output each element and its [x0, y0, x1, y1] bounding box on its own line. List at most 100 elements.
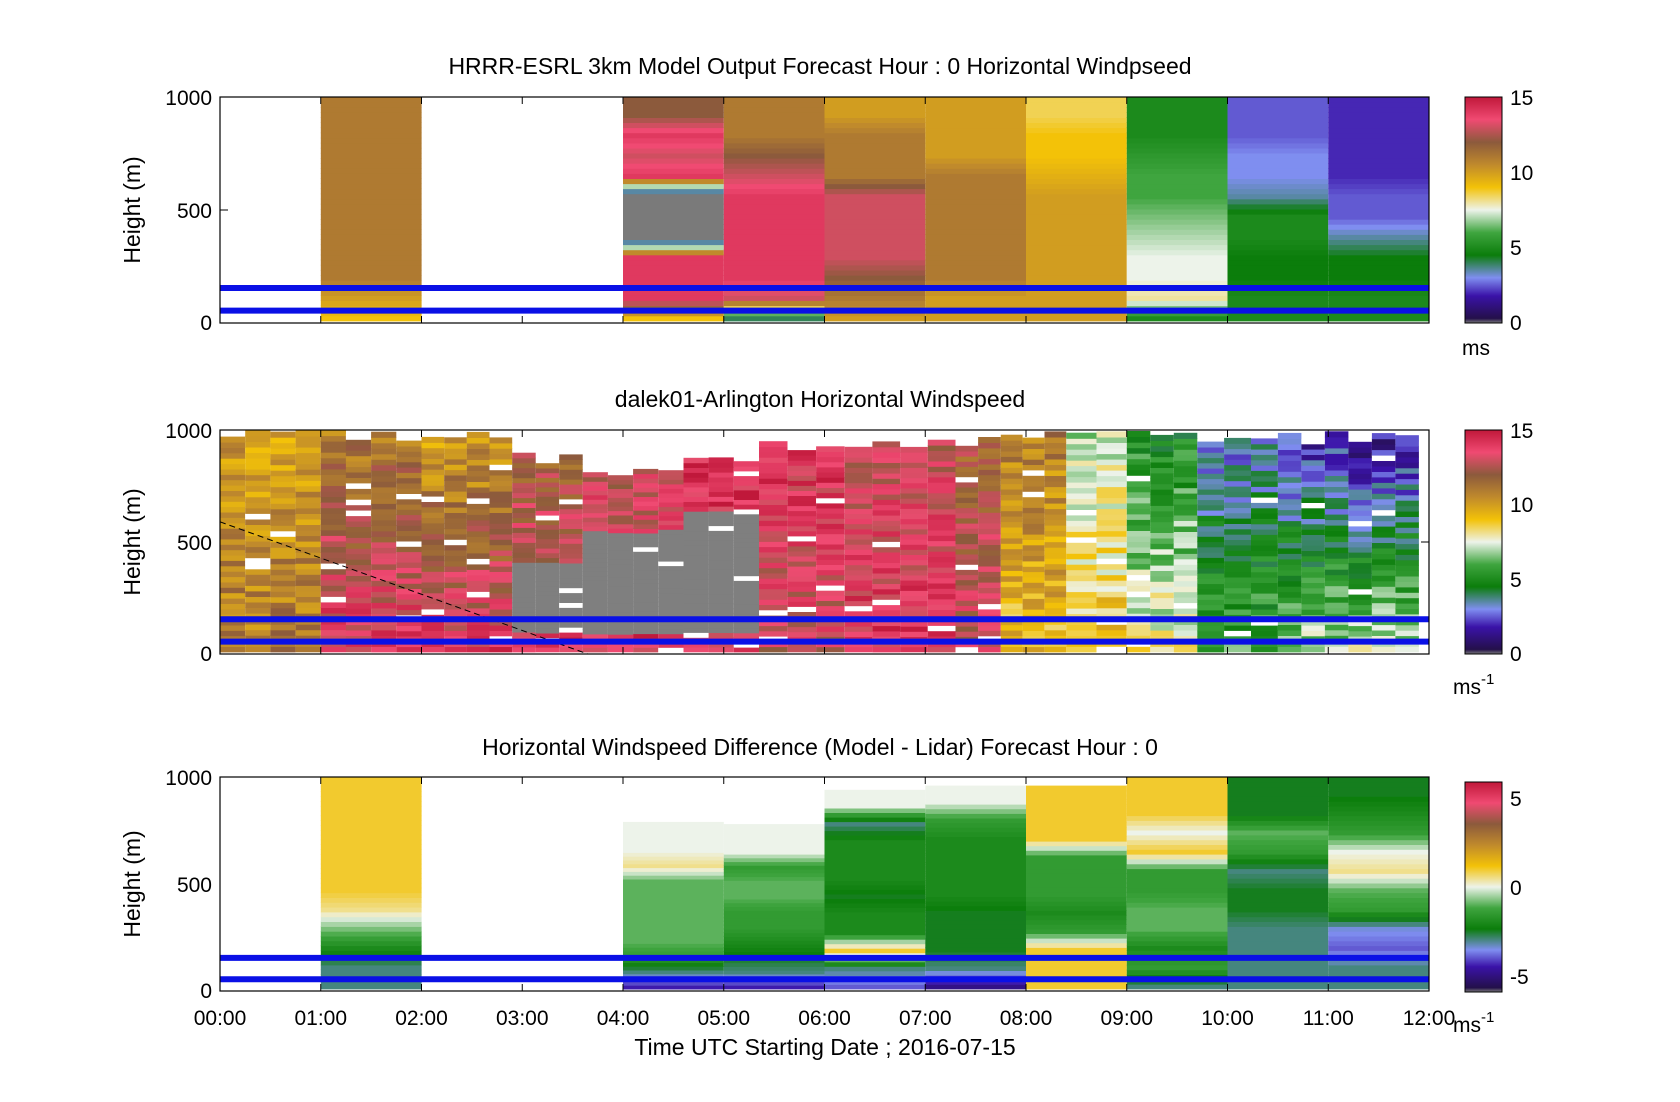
heatmap-cell — [1044, 508, 1067, 515]
heatmap-cell — [1044, 574, 1067, 581]
heatmap-cell — [1026, 102, 1127, 108]
x-tick-label: 10:00 — [1201, 1007, 1254, 1030]
heatmap-cell — [816, 446, 845, 452]
heatmap-cell — [220, 587, 246, 594]
heatmap-cell — [623, 259, 724, 266]
heatmap-cell — [872, 593, 901, 600]
heatmap-cell — [320, 147, 422, 154]
heatmap-cell — [844, 590, 873, 596]
heatmap-cell — [1301, 491, 1325, 498]
heatmap-cell — [1126, 530, 1151, 537]
heatmap-cell — [708, 593, 734, 599]
heatmap-cell — [708, 535, 734, 541]
heatmap-cell — [295, 613, 321, 620]
heatmap-cell — [559, 479, 583, 485]
heatmap-cell — [1371, 493, 1396, 500]
heatmap-cell — [220, 485, 246, 491]
heatmap-cell — [824, 168, 926, 174]
heatmap-cell — [345, 608, 372, 615]
heatmap-cell — [633, 578, 659, 584]
heatmap-cell — [1371, 635, 1396, 642]
heatmap-cell — [295, 458, 321, 465]
heatmap-cell — [345, 531, 372, 538]
heatmap-cell — [1044, 453, 1067, 460]
heatmap-cell — [607, 475, 634, 481]
heatmap-cell — [1026, 817, 1127, 824]
heatmap-cell — [955, 512, 979, 519]
heatmap-cell — [1126, 122, 1228, 129]
heatmap-cell — [824, 188, 926, 195]
heatmap-cell — [582, 647, 608, 653]
heatmap-cell — [1251, 454, 1278, 461]
heatmap-cell — [320, 629, 346, 636]
heatmap-cell — [759, 646, 788, 653]
heatmap-cell — [489, 469, 513, 476]
heatmap-cell — [1126, 163, 1228, 169]
heatmap-cell — [1251, 603, 1278, 610]
heatmap-cell — [658, 597, 684, 603]
heatmap-cell — [1000, 554, 1023, 561]
heatmap-cell — [1022, 630, 1045, 637]
heatmap-cell — [978, 458, 1001, 465]
heatmap-cell — [844, 559, 873, 566]
colorbar-unit: ms-1 — [1453, 671, 1494, 699]
heatmap-cell — [466, 569, 490, 576]
heatmap-cell — [900, 503, 928, 509]
heatmap-cell — [489, 437, 513, 444]
heatmap-cell — [535, 604, 560, 610]
heatmap-cell — [978, 496, 1001, 503]
heatmap-cell — [1096, 431, 1127, 438]
heatmap-cell — [1000, 499, 1023, 506]
heatmap-cell — [220, 506, 246, 513]
heatmap-cell — [633, 564, 659, 571]
y-tick-label: 1000 — [165, 420, 212, 443]
heatmap-cell — [1395, 619, 1419, 626]
heatmap-cell — [1301, 449, 1325, 455]
heatmap-cell — [1150, 462, 1174, 468]
heatmap-cell — [723, 928, 825, 934]
heatmap-cell — [872, 567, 901, 574]
heatmap-cell — [1227, 315, 1329, 322]
heatmap-cell — [925, 224, 1027, 230]
heatmap-cell — [466, 552, 490, 559]
heatmap-cell — [844, 472, 873, 479]
heatmap-cell — [1301, 459, 1325, 466]
heatmap-cell — [1126, 921, 1228, 927]
heatmap-cell — [1026, 122, 1127, 129]
heatmap-cell — [1173, 580, 1198, 587]
heatmap-cell — [345, 635, 372, 642]
heatmap-cell — [1328, 173, 1430, 179]
heatmap-cell — [1348, 515, 1372, 522]
heatmap-cell — [559, 632, 583, 638]
heatmap-cell — [1227, 892, 1329, 898]
heatmap-cell — [1126, 486, 1151, 493]
heatmap-cell — [723, 902, 825, 907]
heatmap-cell — [925, 785, 1027, 791]
heatmap-cell — [1251, 513, 1278, 519]
heatmap-cell — [1026, 859, 1127, 865]
heatmap-cell — [787, 520, 817, 527]
heatmap-cell — [759, 530, 788, 537]
heatmap-cell — [1227, 805, 1329, 812]
heatmap-cell — [1371, 504, 1396, 511]
heatmap-cell — [1044, 613, 1067, 620]
heatmap-cell — [872, 446, 901, 453]
heatmap-cell — [1126, 203, 1228, 210]
heatmap-cell — [1022, 448, 1045, 455]
heatmap-cell — [1224, 603, 1251, 610]
heatmap-cell — [723, 827, 825, 833]
heatmap-cell — [421, 549, 445, 556]
heatmap-cell — [466, 525, 490, 532]
heatmap-cell — [1251, 555, 1278, 562]
heatmap-cell — [925, 188, 1027, 195]
heatmap-cell — [623, 924, 724, 929]
heatmap-cell — [1301, 534, 1325, 541]
heatmap-cell — [607, 572, 634, 578]
colorbar-tick: 0 — [1510, 312, 1522, 335]
heatmap-cell — [320, 863, 422, 870]
heatmap-cell — [1227, 858, 1329, 865]
heatmap-cell — [658, 583, 684, 589]
heatmap-cell — [955, 559, 979, 565]
heatmap-cell — [759, 467, 788, 474]
heatmap-cell — [421, 533, 445, 540]
